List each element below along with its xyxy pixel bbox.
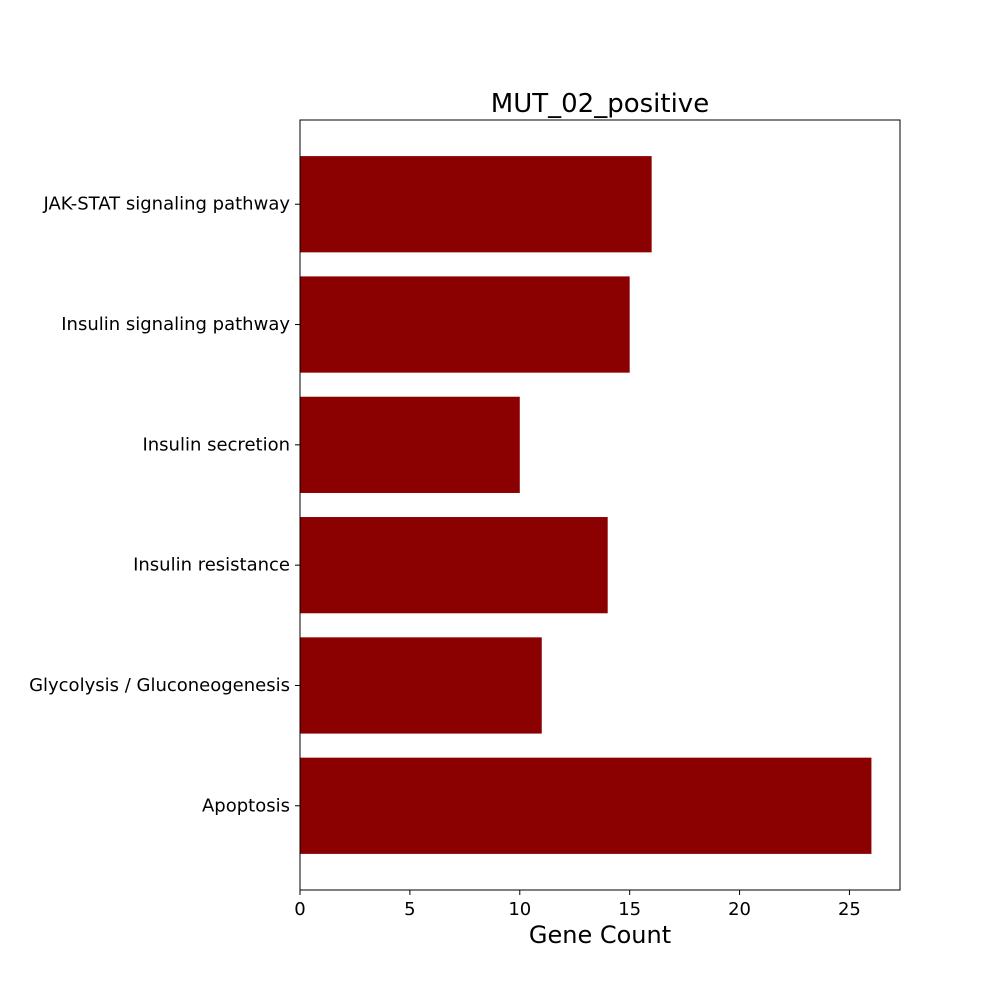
- x-tick-label: 10: [508, 899, 531, 920]
- y-tick-label: JAK-STAT signaling pathway: [43, 194, 291, 215]
- bar: [300, 276, 630, 373]
- y-tick-label: Apoptosis: [202, 795, 290, 816]
- x-tick-label: 25: [838, 899, 861, 920]
- x-tick-label: 15: [618, 899, 641, 920]
- x-axis-label: Gene Count: [529, 921, 671, 949]
- x-tick-label: 0: [294, 899, 305, 920]
- bar: [300, 156, 652, 253]
- y-tick-label: Insulin secretion: [142, 434, 290, 455]
- bar: [300, 637, 542, 734]
- x-tick-label: 5: [404, 899, 415, 920]
- plot-frame: [299, 119, 901, 891]
- x-tick-label: 20: [728, 899, 751, 920]
- y-tick-label: Insulin signaling pathway: [61, 314, 290, 335]
- bars-layer: [300, 156, 872, 854]
- x-axis-ticks: 0 5 10 15 20 25: [294, 890, 861, 920]
- chart-title: MUT_02_positive: [491, 89, 709, 119]
- bar: [300, 396, 520, 493]
- y-tick-label: Insulin resistance: [133, 555, 290, 576]
- bar: [300, 517, 608, 614]
- bar: [300, 757, 872, 854]
- y-tick-label: Glycolysis / Gluconeogenesis: [29, 675, 290, 696]
- y-axis-ticks: JAK-STAT signaling pathway Insulin signal…: [29, 194, 300, 816]
